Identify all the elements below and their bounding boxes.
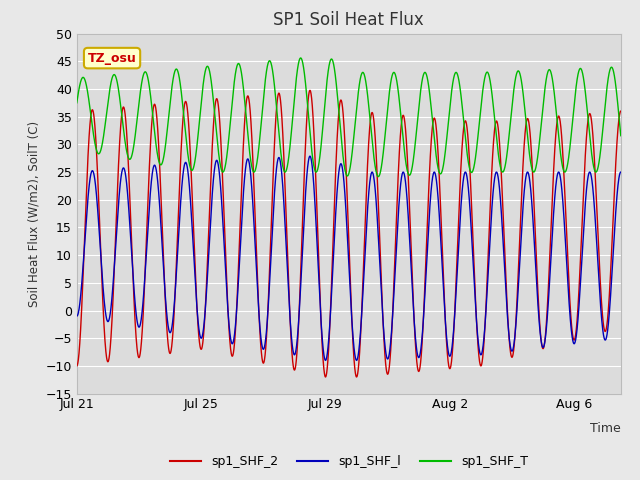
Title: SP1 Soil Heat Flux: SP1 Soil Heat Flux xyxy=(273,11,424,29)
sp1_SHF_T xyxy=(281,169,289,175)
Text: TZ_osu: TZ_osu xyxy=(88,51,136,65)
sp1_SHF_l xyxy=(617,169,625,175)
sp1_SHF_l xyxy=(73,313,81,319)
sp1_SHF_l xyxy=(306,153,314,159)
sp1_SHF_l xyxy=(399,169,407,175)
sp1_SHF_l xyxy=(281,214,289,220)
sp1_SHF_2 xyxy=(172,279,179,285)
sp1_SHF_T xyxy=(427,101,435,107)
sp1_SHF_T xyxy=(374,174,382,180)
Line: sp1_SHF_T: sp1_SHF_T xyxy=(77,58,621,177)
sp1_SHF_2 xyxy=(399,112,407,118)
sp1_SHF_l xyxy=(172,283,179,288)
sp1_SHF_T xyxy=(172,67,179,72)
Legend: sp1_SHF_2, sp1_SHF_l, sp1_SHF_T: sp1_SHF_2, sp1_SHF_l, sp1_SHF_T xyxy=(164,450,533,473)
sp1_SHF_2 xyxy=(427,145,435,151)
sp1_SHF_2 xyxy=(306,87,314,93)
Line: sp1_SHF_l: sp1_SHF_l xyxy=(77,156,621,360)
sp1_SHF_l xyxy=(479,344,487,350)
Y-axis label: Soil Heat Flux (W/m2), SoilT (C): Soil Heat Flux (W/m2), SoilT (C) xyxy=(27,120,40,307)
sp1_SHF_T xyxy=(297,55,305,61)
sp1_SHF_2 xyxy=(520,141,528,146)
sp1_SHF_T xyxy=(520,101,528,107)
sp1_SHF_l xyxy=(353,358,360,363)
sp1_SHF_l xyxy=(427,191,435,197)
Text: Time: Time xyxy=(590,422,621,435)
sp1_SHF_T xyxy=(617,133,625,139)
sp1_SHF_T xyxy=(399,138,407,144)
Line: sp1_SHF_2: sp1_SHF_2 xyxy=(77,90,621,377)
sp1_SHF_2 xyxy=(479,353,487,359)
sp1_SHF_l xyxy=(520,188,528,193)
sp1_SHF_2 xyxy=(617,108,625,114)
sp1_SHF_2 xyxy=(353,374,360,380)
sp1_SHF_T xyxy=(479,86,487,92)
sp1_SHF_2 xyxy=(281,174,289,180)
sp1_SHF_T xyxy=(73,100,81,106)
sp1_SHF_2 xyxy=(73,363,81,369)
